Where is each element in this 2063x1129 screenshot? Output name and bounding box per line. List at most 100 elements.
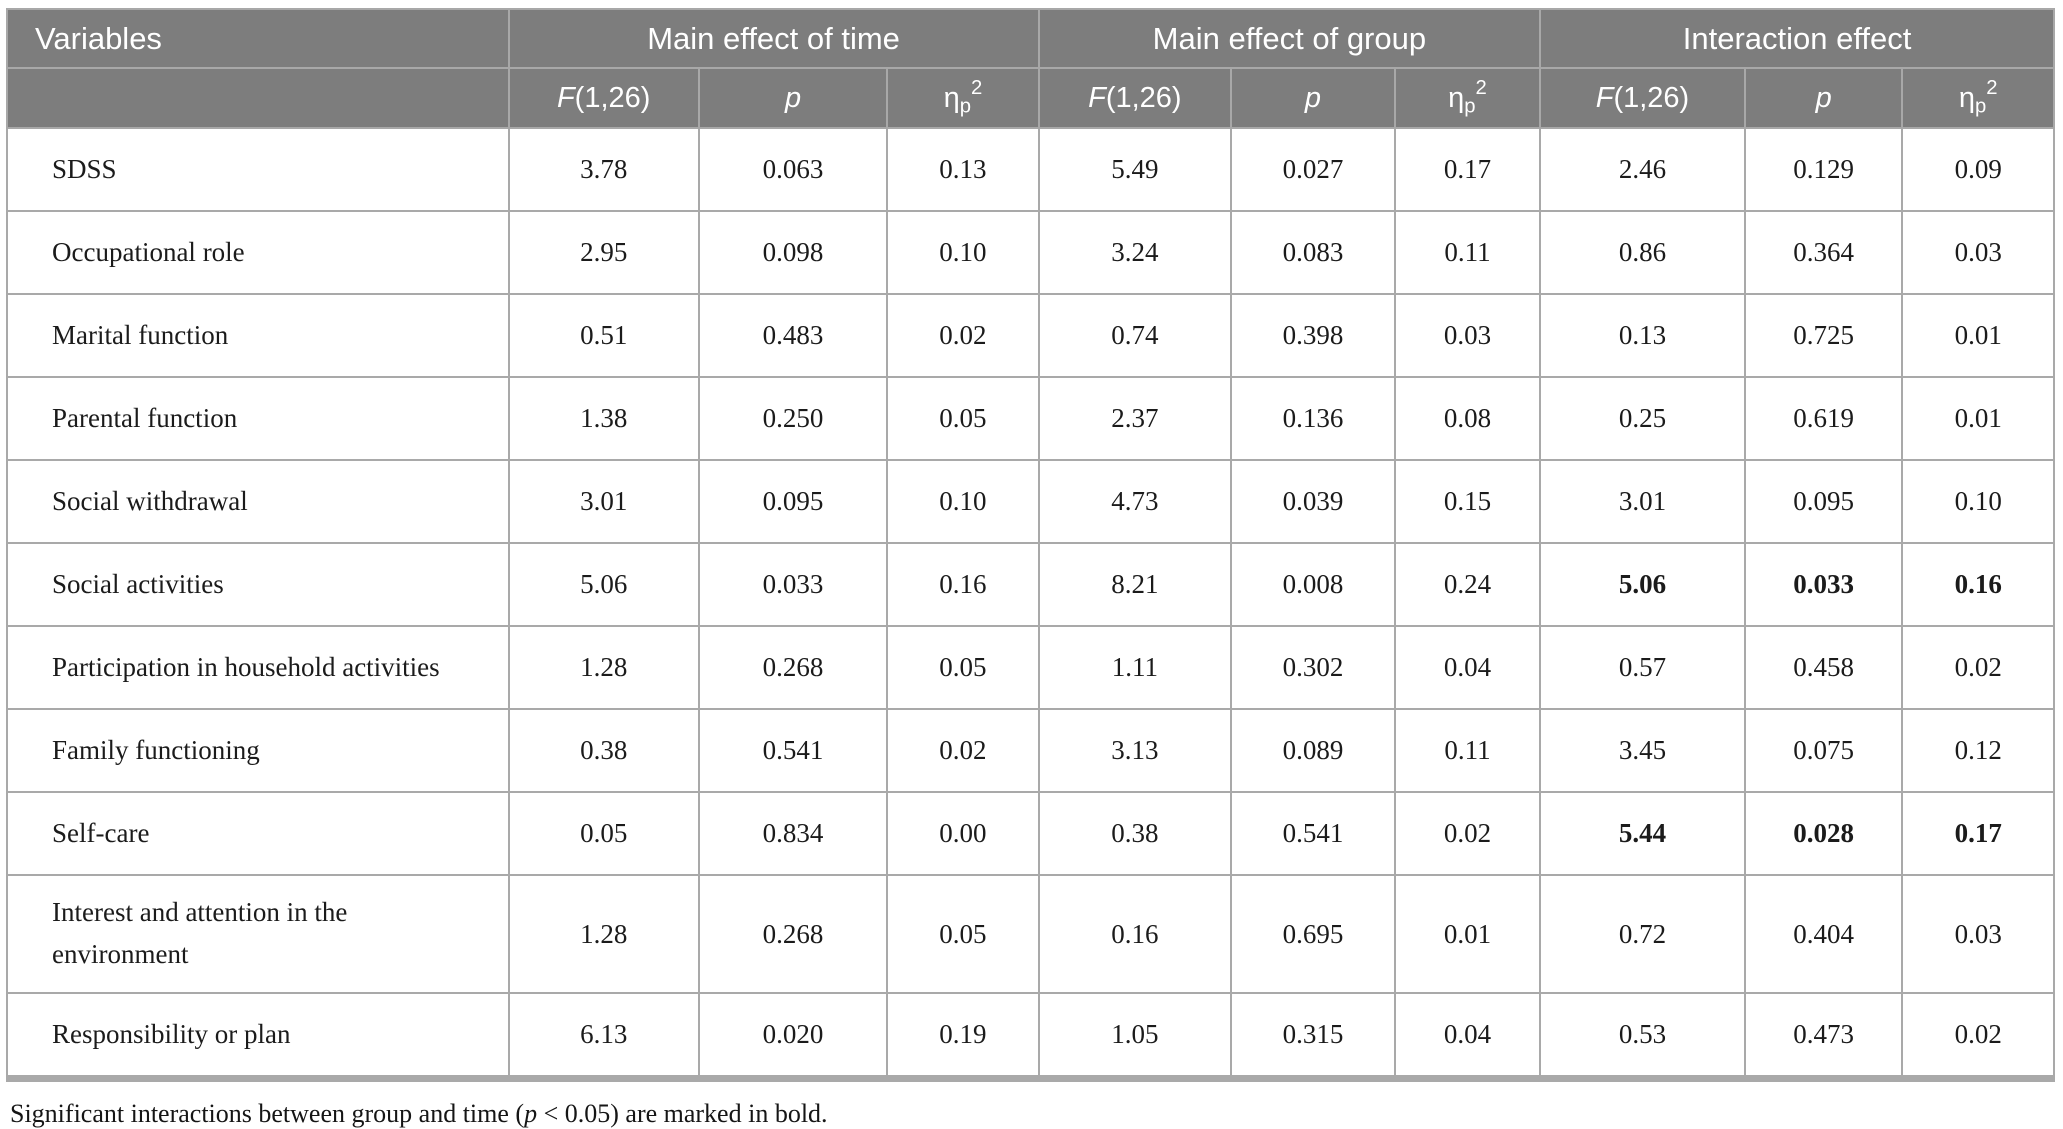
value-cell: 0.01 — [1901, 376, 2055, 461]
table-footnote: Significant interactions between group a… — [10, 1099, 2063, 1129]
table-row: Interest and attention in the environmen… — [6, 874, 2055, 994]
value-cell: 0.03 — [1901, 210, 2055, 295]
eta-symbol: η — [1958, 82, 1975, 115]
f-df: (1,26) — [574, 81, 651, 114]
value-cell: 0.129 — [1743, 127, 1904, 212]
eta-superscript: 2 — [1986, 77, 1998, 100]
value-cell: 0.00 — [886, 791, 1040, 876]
value-cell: 0.095 — [1743, 459, 1904, 544]
row-label-cell: Social withdrawal — [6, 459, 510, 544]
f-symbol: F — [556, 81, 575, 114]
p-symbol: p — [1304, 81, 1321, 114]
eta-column-header: ηp2 — [886, 67, 1040, 129]
f-column-header: F(1,26) — [1037, 67, 1233, 129]
table-row: Social activities 5.06 0.033 0.16 8.21 0… — [6, 542, 2055, 627]
row-label-cell: Social activities — [6, 542, 510, 627]
value-cell: 1.11 — [1037, 625, 1233, 710]
table-row: Family functioning 0.38 0.541 0.02 3.13 … — [6, 708, 2055, 793]
value-cell: 0.095 — [697, 459, 889, 544]
value-cell: 0.57 — [1539, 625, 1746, 710]
value-cell: 0.136 — [1230, 376, 1396, 461]
table-row: Social withdrawal 3.01 0.095 0.10 4.73 0… — [6, 459, 2055, 544]
eta-subscript: p — [959, 95, 971, 118]
value-cell: 0.083 — [1230, 210, 1396, 295]
value-cell: 1.28 — [507, 874, 700, 994]
eta-superscript: 2 — [970, 77, 983, 100]
table-row: Occupational role 2.95 0.098 0.10 3.24 0… — [6, 210, 2055, 295]
value-cell: 0.315 — [1230, 992, 1396, 1082]
table-row: Participation in household activities 1.… — [6, 625, 2055, 710]
value-cell: 1.38 — [507, 376, 700, 461]
group-header-main-effect-of-time: Main effect of time — [507, 8, 1040, 69]
value-cell: 0.10 — [1901, 459, 2055, 544]
row-label-cell: Occupational role — [6, 210, 510, 295]
table-body: SDSS 3.78 0.063 0.13 5.49 0.027 0.17 2.4… — [6, 127, 2055, 1082]
value-cell: 0.05 — [886, 874, 1040, 994]
value-cell: 0.16 — [1037, 874, 1233, 994]
header-stat-row: F(1,26) p ηp2 F(1,26) p ηp2 F(1,26) p ηp… — [6, 67, 2055, 129]
value-cell: 3.01 — [1539, 459, 1746, 544]
value-cell: 3.24 — [1037, 210, 1233, 295]
value-cell: 0.13 — [1539, 293, 1746, 378]
value-cell: 0.089 — [1230, 708, 1396, 793]
table-row: SDSS 3.78 0.063 0.13 5.49 0.027 0.17 2.4… — [6, 127, 2055, 212]
value-cell: 5.49 — [1037, 127, 1233, 212]
value-cell: 3.78 — [507, 127, 700, 212]
group-header-main-effect-of-group: Main effect of group — [1037, 8, 1542, 69]
value-cell: 0.063 — [697, 127, 889, 212]
page: Variables Main effect of time Main effec… — [6, 8, 2055, 1128]
row-label-cell: Parental function — [6, 376, 510, 461]
row-label-cell: Family functioning — [6, 708, 510, 793]
value-cell: 2.95 — [507, 210, 700, 295]
value-cell: 0.302 — [1230, 625, 1396, 710]
value-cell: 1.05 — [1037, 992, 1233, 1082]
value-cell: 4.73 — [1037, 459, 1233, 544]
value-cell: 0.16 — [886, 542, 1040, 627]
value-cell: 0.19 — [886, 992, 1040, 1082]
value-cell: 0.10 — [886, 210, 1040, 295]
header-group-row: Variables Main effect of time Main effec… — [6, 8, 2055, 69]
value-cell: 0.17 — [1393, 127, 1542, 212]
value-cell: 0.53 — [1539, 992, 1746, 1082]
value-cell: 2.37 — [1037, 376, 1233, 461]
value-cell: 0.11 — [1393, 708, 1542, 793]
f-column-header: F(1,26) — [1539, 67, 1746, 129]
eta-subscript: p — [1975, 95, 1987, 118]
value-cell: 0.02 — [1393, 791, 1542, 876]
eta-symbol: η — [1448, 82, 1465, 115]
value-cell: 0.541 — [1230, 791, 1396, 876]
row-label-cell: Participation in household activities — [6, 625, 510, 710]
footnote-text-pre: Significant interactions between group a… — [10, 1099, 525, 1128]
value-cell: 8.21 — [1037, 542, 1233, 627]
value-cell: 0.11 — [1393, 210, 1542, 295]
f-df: (1,26) — [1105, 81, 1182, 114]
f-symbol: F — [1595, 81, 1614, 114]
value-cell: 0.020 — [697, 992, 889, 1082]
value-cell: 0.86 — [1539, 210, 1746, 295]
significant-value-cell: 0.17 — [1901, 791, 2055, 876]
significant-value-cell: 5.06 — [1539, 542, 1746, 627]
table-row: Marital function 0.51 0.483 0.02 0.74 0.… — [6, 293, 2055, 378]
value-cell: 0.098 — [697, 210, 889, 295]
value-cell: 0.05 — [886, 625, 1040, 710]
value-cell: 0.250 — [697, 376, 889, 461]
value-cell: 0.74 — [1037, 293, 1233, 378]
significant-value-cell: 0.028 — [1743, 791, 1904, 876]
table-row: Parental function 1.38 0.250 0.05 2.37 0… — [6, 376, 2055, 461]
value-cell: 0.473 — [1743, 992, 1904, 1082]
p-column-header: p — [1743, 67, 1904, 129]
value-cell: 0.02 — [1901, 625, 2055, 710]
value-cell: 0.05 — [507, 791, 700, 876]
f-symbol: F — [1088, 81, 1106, 114]
f-column-header: F(1,26) — [507, 67, 700, 129]
eta-superscript: 2 — [1475, 77, 1487, 100]
value-cell: 0.404 — [1743, 874, 1904, 994]
f-df: (1,26) — [1613, 81, 1690, 114]
value-cell: 0.01 — [1393, 874, 1542, 994]
row-label-cell: Self-care — [6, 791, 510, 876]
value-cell: 0.027 — [1230, 127, 1396, 212]
value-cell: 0.039 — [1230, 459, 1396, 544]
eta-column-header: ηp2 — [1393, 67, 1542, 129]
row-label-cell: Responsibility or plan — [6, 992, 510, 1082]
p-column-header: p — [697, 67, 889, 129]
